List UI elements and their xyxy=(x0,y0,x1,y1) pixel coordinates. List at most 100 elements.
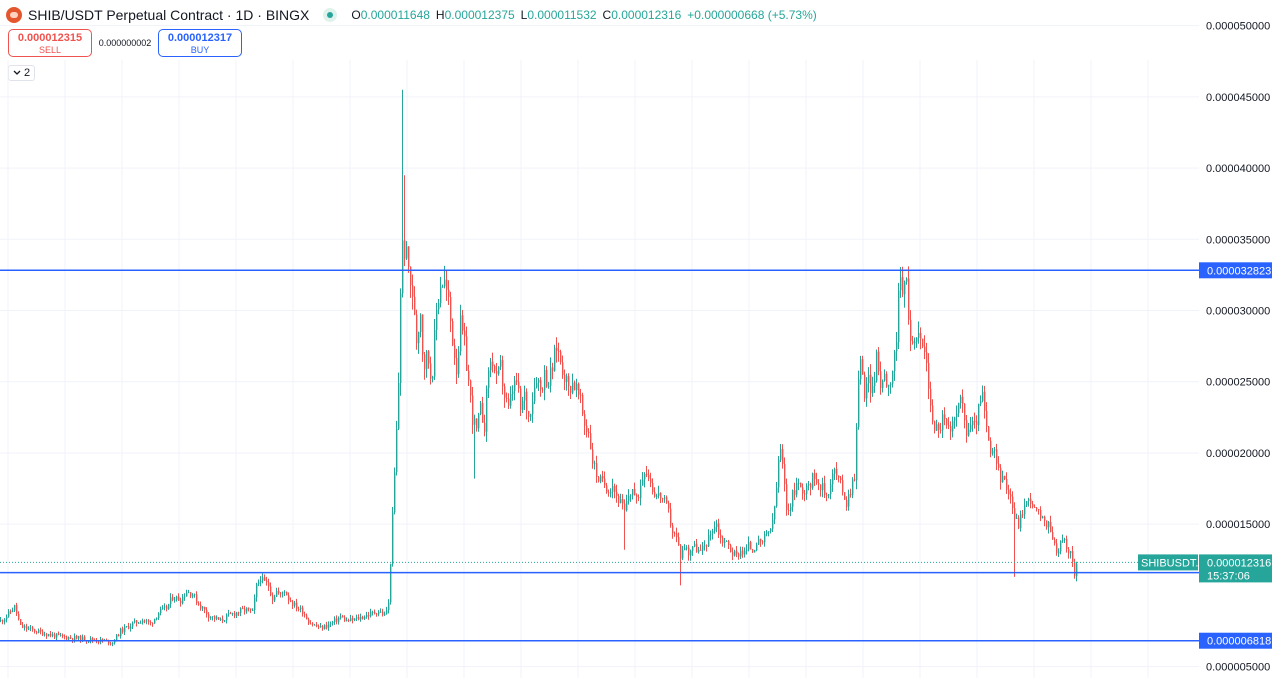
candle-body xyxy=(436,309,438,330)
candle-body xyxy=(744,550,746,555)
candle-body xyxy=(692,546,694,551)
horizontal-lines[interactable] xyxy=(0,269,1199,642)
candle-body xyxy=(874,380,876,387)
y-tick-label: 0.000030000 xyxy=(1206,306,1270,318)
candle-body xyxy=(566,376,568,382)
candle-body xyxy=(704,545,706,547)
candle-body xyxy=(222,618,224,621)
y-tick-label: 0.000045000 xyxy=(1206,92,1270,104)
candle-body xyxy=(426,351,428,370)
candle-body xyxy=(486,388,488,432)
candle-body xyxy=(558,350,560,352)
candle-body xyxy=(900,277,902,291)
candle-body xyxy=(1068,549,1070,554)
candle-body xyxy=(80,636,82,642)
candle-body xyxy=(460,315,462,352)
candle-body xyxy=(840,477,842,481)
candle-body xyxy=(606,485,608,493)
candle-body xyxy=(640,485,642,499)
candle-body xyxy=(878,351,880,372)
candle-body xyxy=(1066,538,1068,550)
candle-body xyxy=(834,468,836,474)
candle-body xyxy=(386,610,388,614)
candle-body xyxy=(976,421,978,425)
candle-body xyxy=(914,341,916,344)
candle-body xyxy=(904,281,906,295)
low-label: L xyxy=(520,8,528,22)
y-tick-label: 0.000050000 xyxy=(1206,21,1270,33)
candle-body xyxy=(330,623,332,625)
candle-body xyxy=(1026,501,1028,506)
candle-body xyxy=(58,633,60,635)
buy-price: 0.000012317 xyxy=(167,32,233,44)
candle-body xyxy=(394,472,396,513)
candle-body xyxy=(752,549,754,553)
candle-body xyxy=(1044,516,1046,521)
candle-body xyxy=(782,449,784,464)
candle-body xyxy=(152,623,154,625)
trade-panel: 0.000012315 SELL 0.000000002 0.000012317… xyxy=(8,29,242,57)
candle-body xyxy=(556,347,558,351)
candle-body xyxy=(948,425,950,427)
candle-body xyxy=(134,620,136,623)
candle-body xyxy=(28,628,30,630)
symbol-title[interactable]: SHIB/USDT Perpetual Contract · 1D · BING… xyxy=(28,7,310,23)
candle-body xyxy=(650,478,652,483)
candle-body xyxy=(902,277,904,295)
sell-button[interactable]: 0.000012315 SELL xyxy=(8,29,92,57)
candle-body xyxy=(64,636,66,638)
candle-body xyxy=(264,577,266,581)
candle-body xyxy=(130,626,132,629)
candle-body xyxy=(910,319,912,341)
candle-body xyxy=(110,643,112,645)
candle-body xyxy=(604,478,606,486)
candle-body xyxy=(896,342,898,352)
indicators-collapse-button[interactable]: 2 xyxy=(8,65,35,81)
symbol-tag-label: SHIBUSDT.P xyxy=(1141,557,1206,569)
candle-body xyxy=(964,403,966,421)
candle-body xyxy=(836,468,838,476)
candle-body xyxy=(656,495,658,497)
candle-body xyxy=(434,329,436,377)
candle-body xyxy=(822,482,824,491)
candle-body xyxy=(768,531,770,533)
candle-body xyxy=(282,592,284,594)
candle-body xyxy=(708,534,710,547)
candle-body xyxy=(710,533,712,535)
candle-body xyxy=(544,369,546,390)
candle-body xyxy=(1056,543,1058,554)
candle-body xyxy=(270,586,272,596)
candle-body xyxy=(448,289,450,298)
candle-body xyxy=(802,487,804,494)
candle-body xyxy=(828,494,830,496)
candle-body xyxy=(204,606,206,610)
candle-body xyxy=(500,360,502,367)
open-value: 0.000011648 xyxy=(360,8,430,22)
candle-body xyxy=(758,538,760,545)
candle-body xyxy=(956,413,958,418)
candle-body xyxy=(652,482,654,492)
candle-body xyxy=(754,550,756,553)
candle-body xyxy=(142,620,144,623)
candle-body xyxy=(0,620,2,622)
candle-body xyxy=(970,425,972,430)
candle-body xyxy=(208,614,210,619)
candle-body xyxy=(830,484,832,495)
candle-body xyxy=(958,403,960,414)
candle-body xyxy=(960,396,962,404)
candle-body xyxy=(472,395,474,425)
price-axis[interactable]: 0.000005000 0.000015000 0.000020000 0.00002… xyxy=(1206,21,1270,674)
candle-body xyxy=(852,479,854,495)
candle-body xyxy=(418,332,420,344)
candle-body xyxy=(730,545,732,552)
candle-body xyxy=(6,616,8,620)
candle-body xyxy=(196,594,198,604)
candle-body xyxy=(310,623,312,625)
candle-body xyxy=(478,414,480,429)
candle-body xyxy=(736,550,738,554)
buy-button[interactable]: 0.000012317 BUY xyxy=(158,29,242,57)
candle-body xyxy=(348,620,350,622)
candle-body xyxy=(992,450,994,454)
candle-body xyxy=(122,628,124,632)
